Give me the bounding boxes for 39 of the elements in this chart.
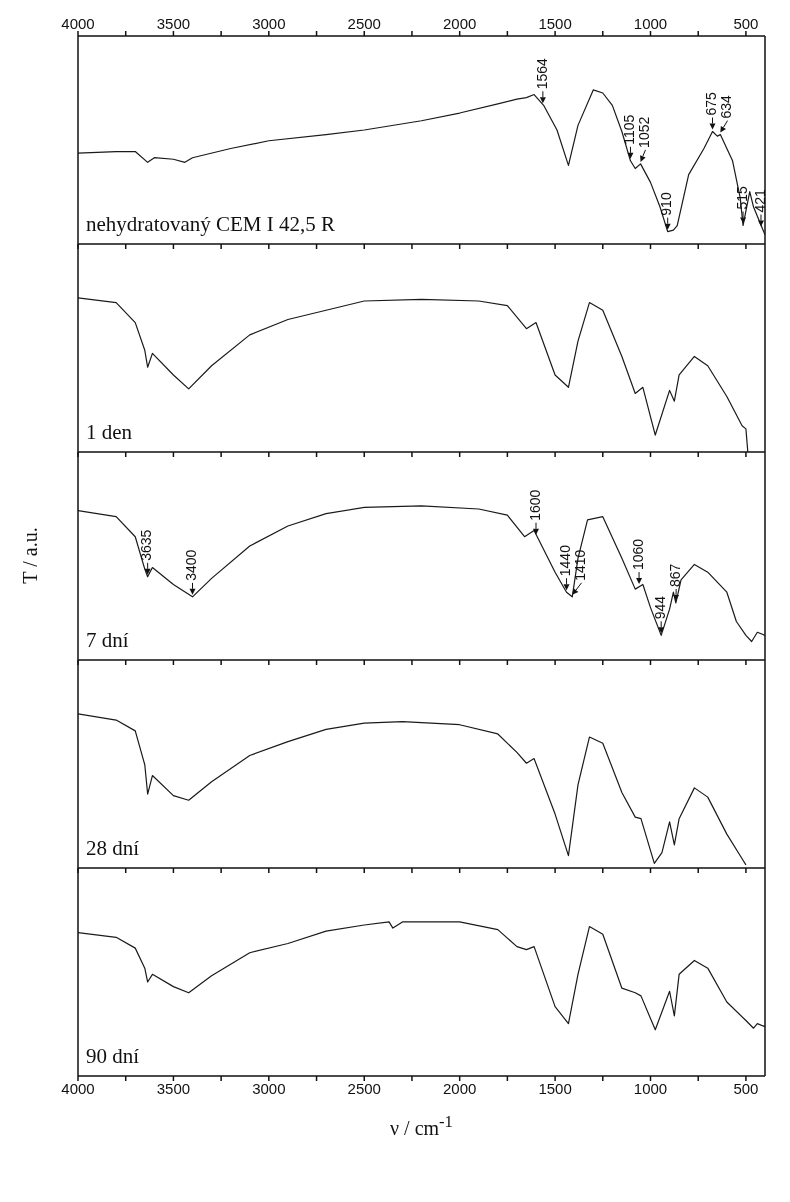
annotation: 1564 [533, 57, 550, 90]
x-tick-label: 3500 [156, 1079, 191, 1097]
x-tick-label: 2500 [347, 15, 381, 32]
text: 28 dní [86, 836, 140, 861]
x-tick-label: 4000 [61, 1079, 95, 1097]
annotation: 910 [658, 192, 675, 216]
annotation: 1060 [629, 538, 646, 571]
x-tick-label: 2500 [347, 1079, 381, 1097]
x-tick-label: 500 [733, 15, 759, 32]
text: 1 den [86, 420, 133, 445]
x-tick-label: 1500 [538, 15, 572, 32]
annotation: 867 [666, 563, 683, 587]
x-tick-label: 3000 [252, 15, 286, 32]
x-tick-label: 3000 [252, 1079, 286, 1097]
x-tick-label: 500 [733, 1079, 759, 1097]
x-tick-label: 1500 [538, 1079, 572, 1097]
x-axis-title: ν / cm$^{-1}$ [389, 1112, 454, 1140]
text: 7 dní [86, 628, 129, 653]
annotation: 1105 [621, 114, 638, 145]
x-tick-label: 3500 [156, 15, 191, 32]
x-tick-label: 2000 [442, 15, 477, 32]
x-tick-label: 4000 [61, 15, 95, 32]
annotation: 1440 [557, 544, 574, 577]
annotation: 1600 [526, 489, 543, 521]
x-tick-label: 1000 [633, 15, 668, 32]
text: 90 dní [86, 1044, 140, 1069]
y-axis-title: T / a.u. [18, 526, 42, 586]
annotation: 1052 [636, 116, 653, 148]
annotation: 3635 [138, 529, 155, 561]
x-tick-label: 1000 [633, 1079, 668, 1097]
annotation: 3400 [183, 549, 200, 581]
x-tick-label: 2000 [442, 1079, 477, 1097]
annotation: 515 [733, 185, 750, 210]
annotation: 944 [651, 595, 668, 620]
text: nehydratovaný CEM I 42,5 R [86, 212, 336, 237]
annotation: 1410 [572, 549, 589, 581]
annotation: 675 [703, 91, 720, 116]
annotation: 421 [751, 189, 768, 213]
annotation: 634 [718, 95, 735, 119]
